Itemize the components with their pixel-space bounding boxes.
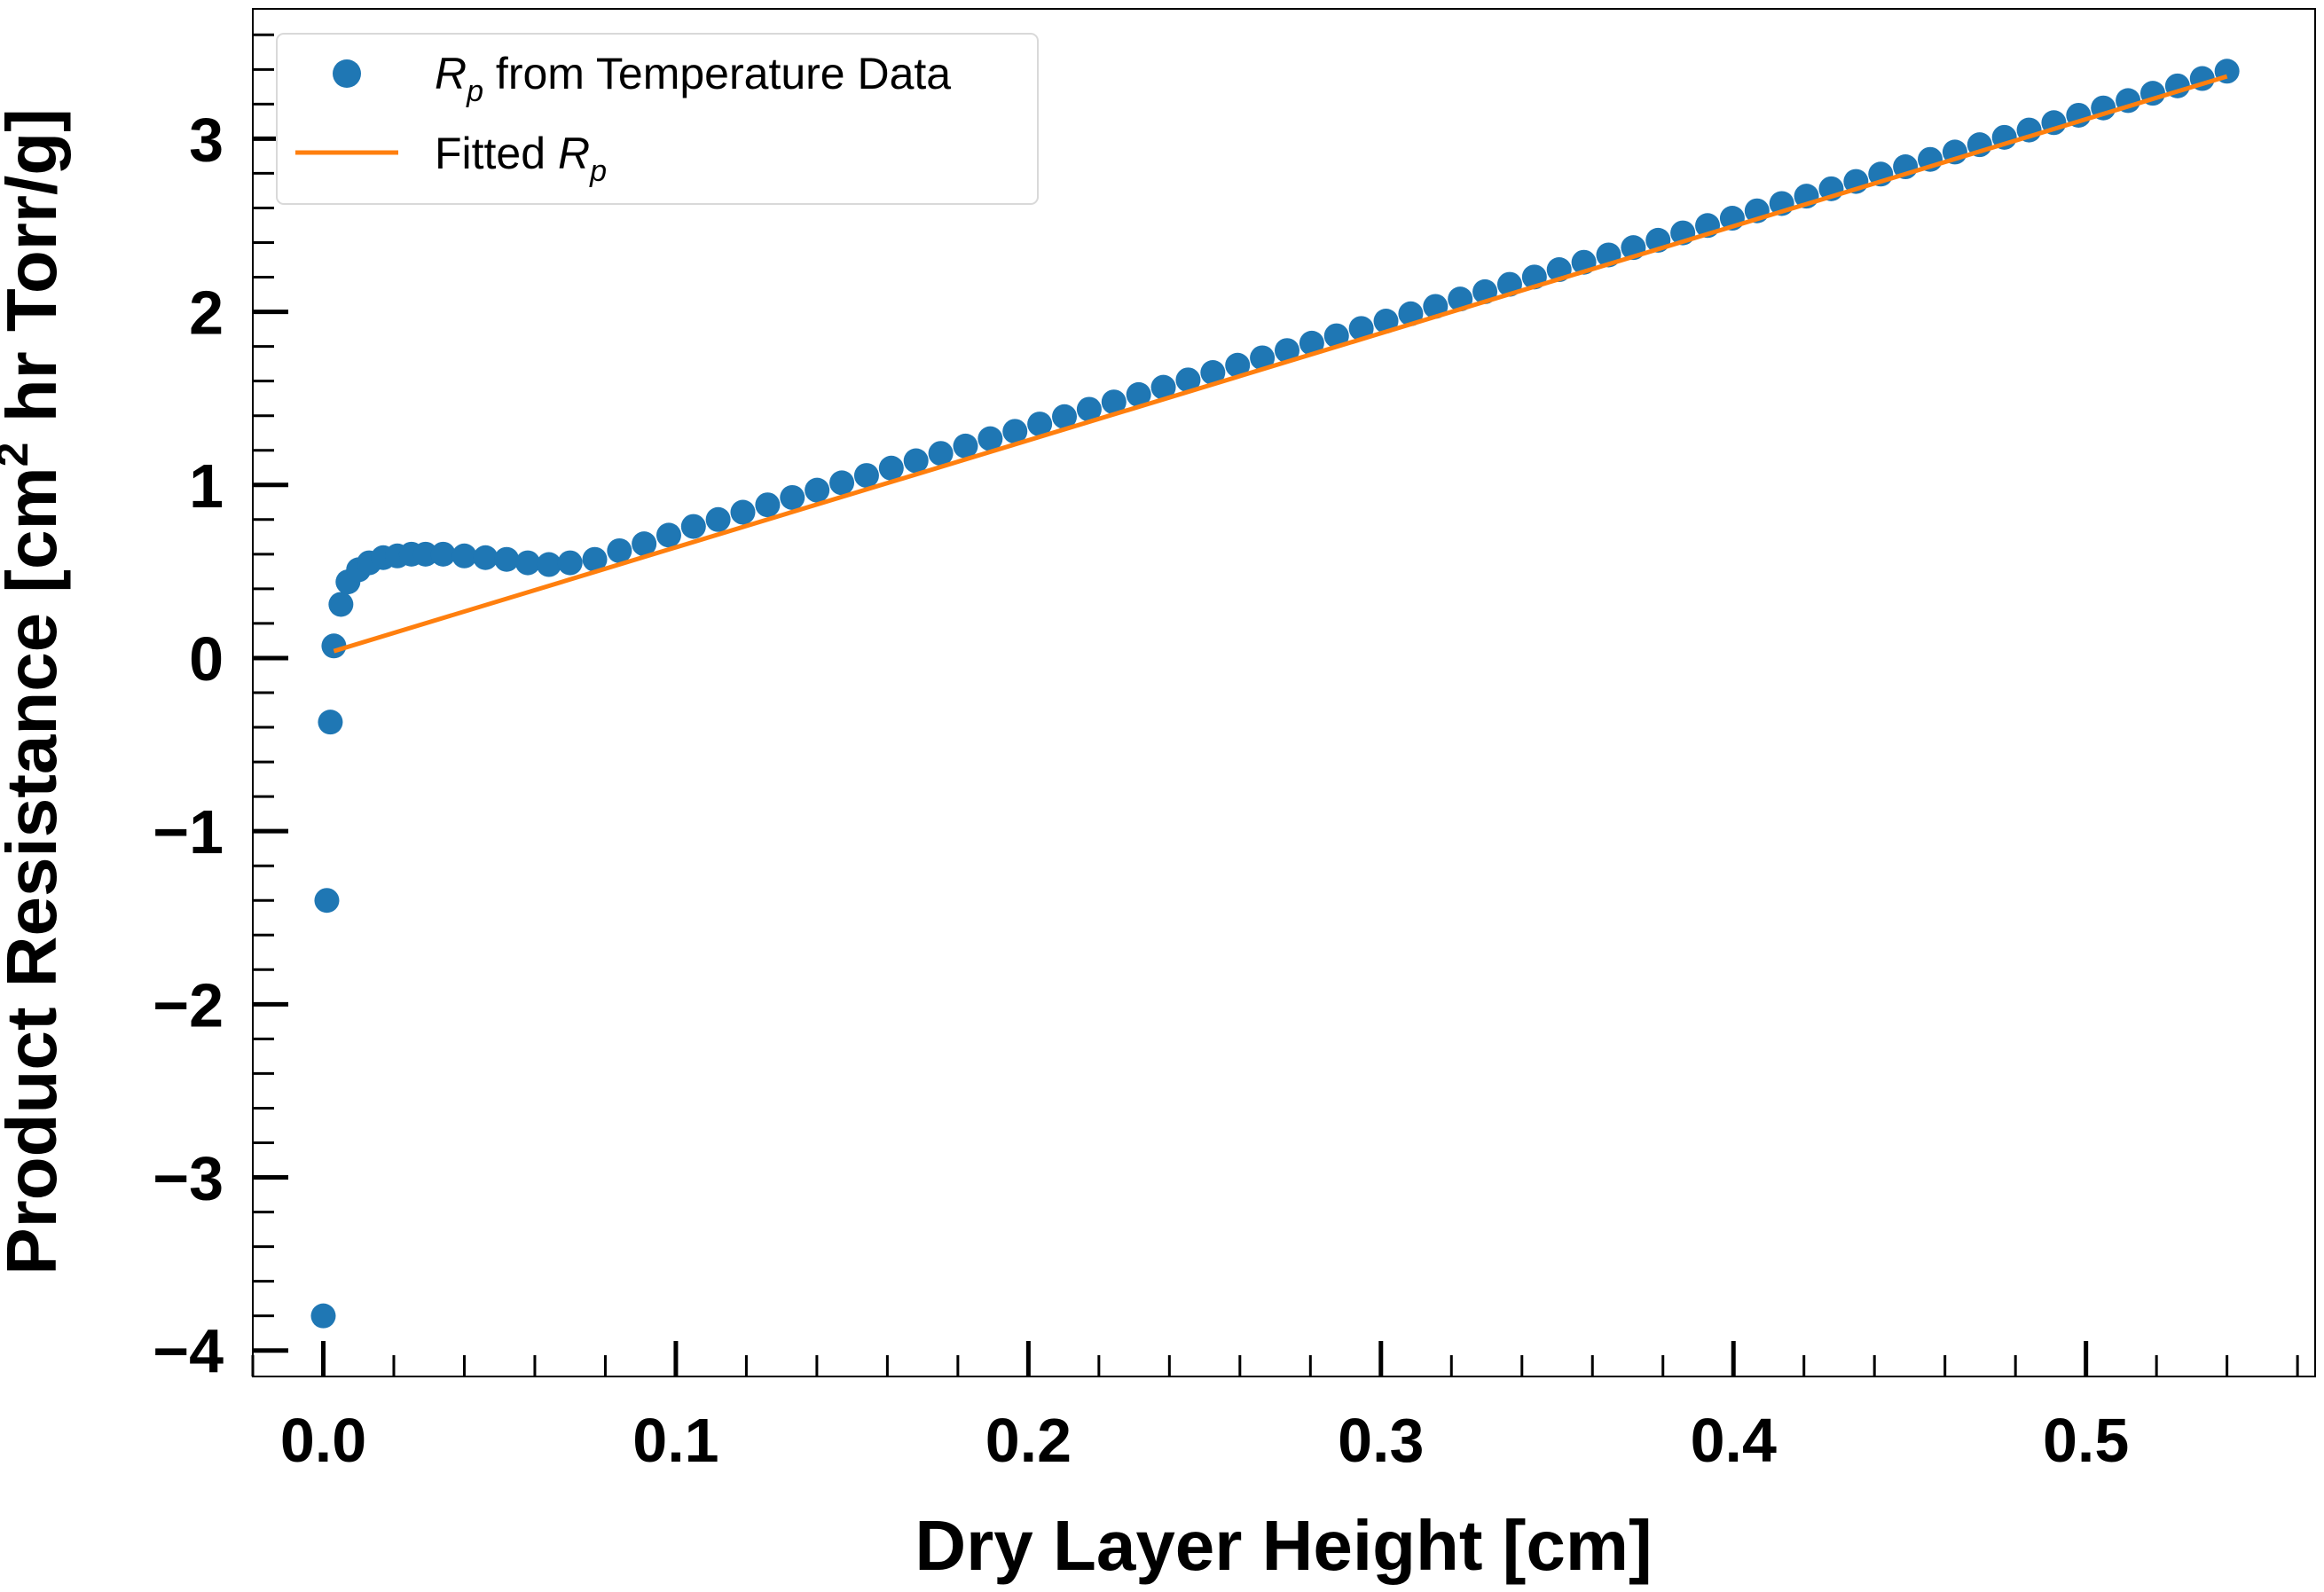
scatter-point <box>310 1303 336 1329</box>
scatter-point <box>1348 316 1374 341</box>
legend-line-subscript: p <box>589 154 607 188</box>
scatter-point <box>705 506 731 532</box>
y-tick-label: 2 <box>189 278 224 348</box>
scatter-point <box>1398 301 1424 326</box>
scatter-point <box>853 463 879 489</box>
legend-scatter-text: from Temperature Data <box>483 49 951 98</box>
x-tick-label: 0.0 <box>280 1406 366 1475</box>
y-tick-label: 3 <box>189 105 224 174</box>
y-tick-label: −4 <box>153 1317 224 1386</box>
scatter-point <box>656 522 681 548</box>
scatter-point <box>451 543 477 569</box>
scatter-point <box>314 888 340 914</box>
y-axis-title-prefix: Product Resistance [cm <box>0 467 71 1274</box>
scatter-point <box>1101 389 1127 415</box>
scatter-point <box>1126 381 1151 407</box>
scatter-point <box>318 710 343 735</box>
scatter-point <box>928 441 954 467</box>
x-tick-label: 0.2 <box>985 1406 1072 1475</box>
x-axis-title: Dry Layer Height [cm] <box>915 1506 1652 1585</box>
scatter-point <box>1250 345 1276 371</box>
y-tick-label: −1 <box>153 797 224 867</box>
scatter-point <box>515 550 540 576</box>
scatter-point <box>829 470 855 496</box>
scatter-point <box>607 537 632 563</box>
scatter-point <box>680 514 706 539</box>
y-axis-title-suffix: hr Torr/g] <box>0 108 71 442</box>
scatter-point <box>755 492 781 518</box>
scatter-point <box>632 531 657 557</box>
scatter-point <box>1027 412 1053 437</box>
scatter-point <box>977 426 1003 451</box>
scatter-point <box>412 541 438 567</box>
scatter-point <box>1052 404 1078 429</box>
y-axis-title-superscript: 2 <box>0 443 37 467</box>
scatter-point <box>1323 323 1349 349</box>
y-tick-label: 0 <box>189 624 224 694</box>
scatter-point <box>430 541 456 567</box>
scatter-point <box>582 546 608 572</box>
legend-scatter-subscript: p <box>466 75 483 108</box>
scatter-point <box>780 484 805 510</box>
x-axis: 0.0 0.1 0.2 0.3 0.4 0.5 <box>251 1341 2299 1475</box>
fit-line <box>333 74 2228 654</box>
legend: Rp from Temperature Data Fitted Rp <box>276 33 1039 205</box>
y-tick-label: −2 <box>153 970 224 1039</box>
fit-line-series <box>333 74 2228 654</box>
scatter-point <box>1200 360 1226 386</box>
x-tick-label: 0.4 <box>1691 1406 1777 1475</box>
scatter-point <box>903 448 929 474</box>
y-tick-label: 1 <box>189 451 224 521</box>
scatter-point <box>805 477 830 503</box>
legend-label-scatter: Rp from Temperature Data <box>435 49 951 108</box>
scatter-point <box>494 546 520 572</box>
scatter-point <box>536 552 561 577</box>
x-tick-label: 0.3 <box>1338 1406 1424 1475</box>
legend-scatter-symbol: R <box>435 49 467 98</box>
scatter-point <box>328 592 354 617</box>
scatter-point <box>1002 419 1028 444</box>
x-tick-label: 0.5 <box>2043 1406 2129 1475</box>
legend-frame <box>276 33 1039 205</box>
scatter-point <box>557 550 583 576</box>
scatter-point <box>321 633 347 659</box>
scatter-point <box>1150 374 1176 400</box>
scatter-point <box>473 545 499 570</box>
scatter-point <box>1076 396 1102 422</box>
scatter-point <box>1175 367 1201 393</box>
scatter-point <box>1225 352 1251 378</box>
scatter-point <box>1373 309 1399 334</box>
legend-marker-scatter <box>333 59 361 88</box>
scatter-point <box>730 499 756 525</box>
y-tick-label: −3 <box>153 1144 224 1213</box>
scatter-point <box>1274 338 1299 364</box>
legend-line-symbol: R <box>558 129 590 178</box>
y-axis: −4 −3 −2 −1 0 1 2 3 <box>153 33 288 1386</box>
scatter-point <box>878 455 904 481</box>
scatter-point <box>1299 330 1324 356</box>
legend-label-line: Fitted Rp <box>435 129 607 188</box>
x-tick-label: 0.1 <box>632 1406 718 1475</box>
scatter-point <box>953 433 978 459</box>
y-axis-title: Product Resistance [cm2 hr Torr/g] <box>0 108 71 1274</box>
legend-line-text: Fitted <box>435 129 558 178</box>
